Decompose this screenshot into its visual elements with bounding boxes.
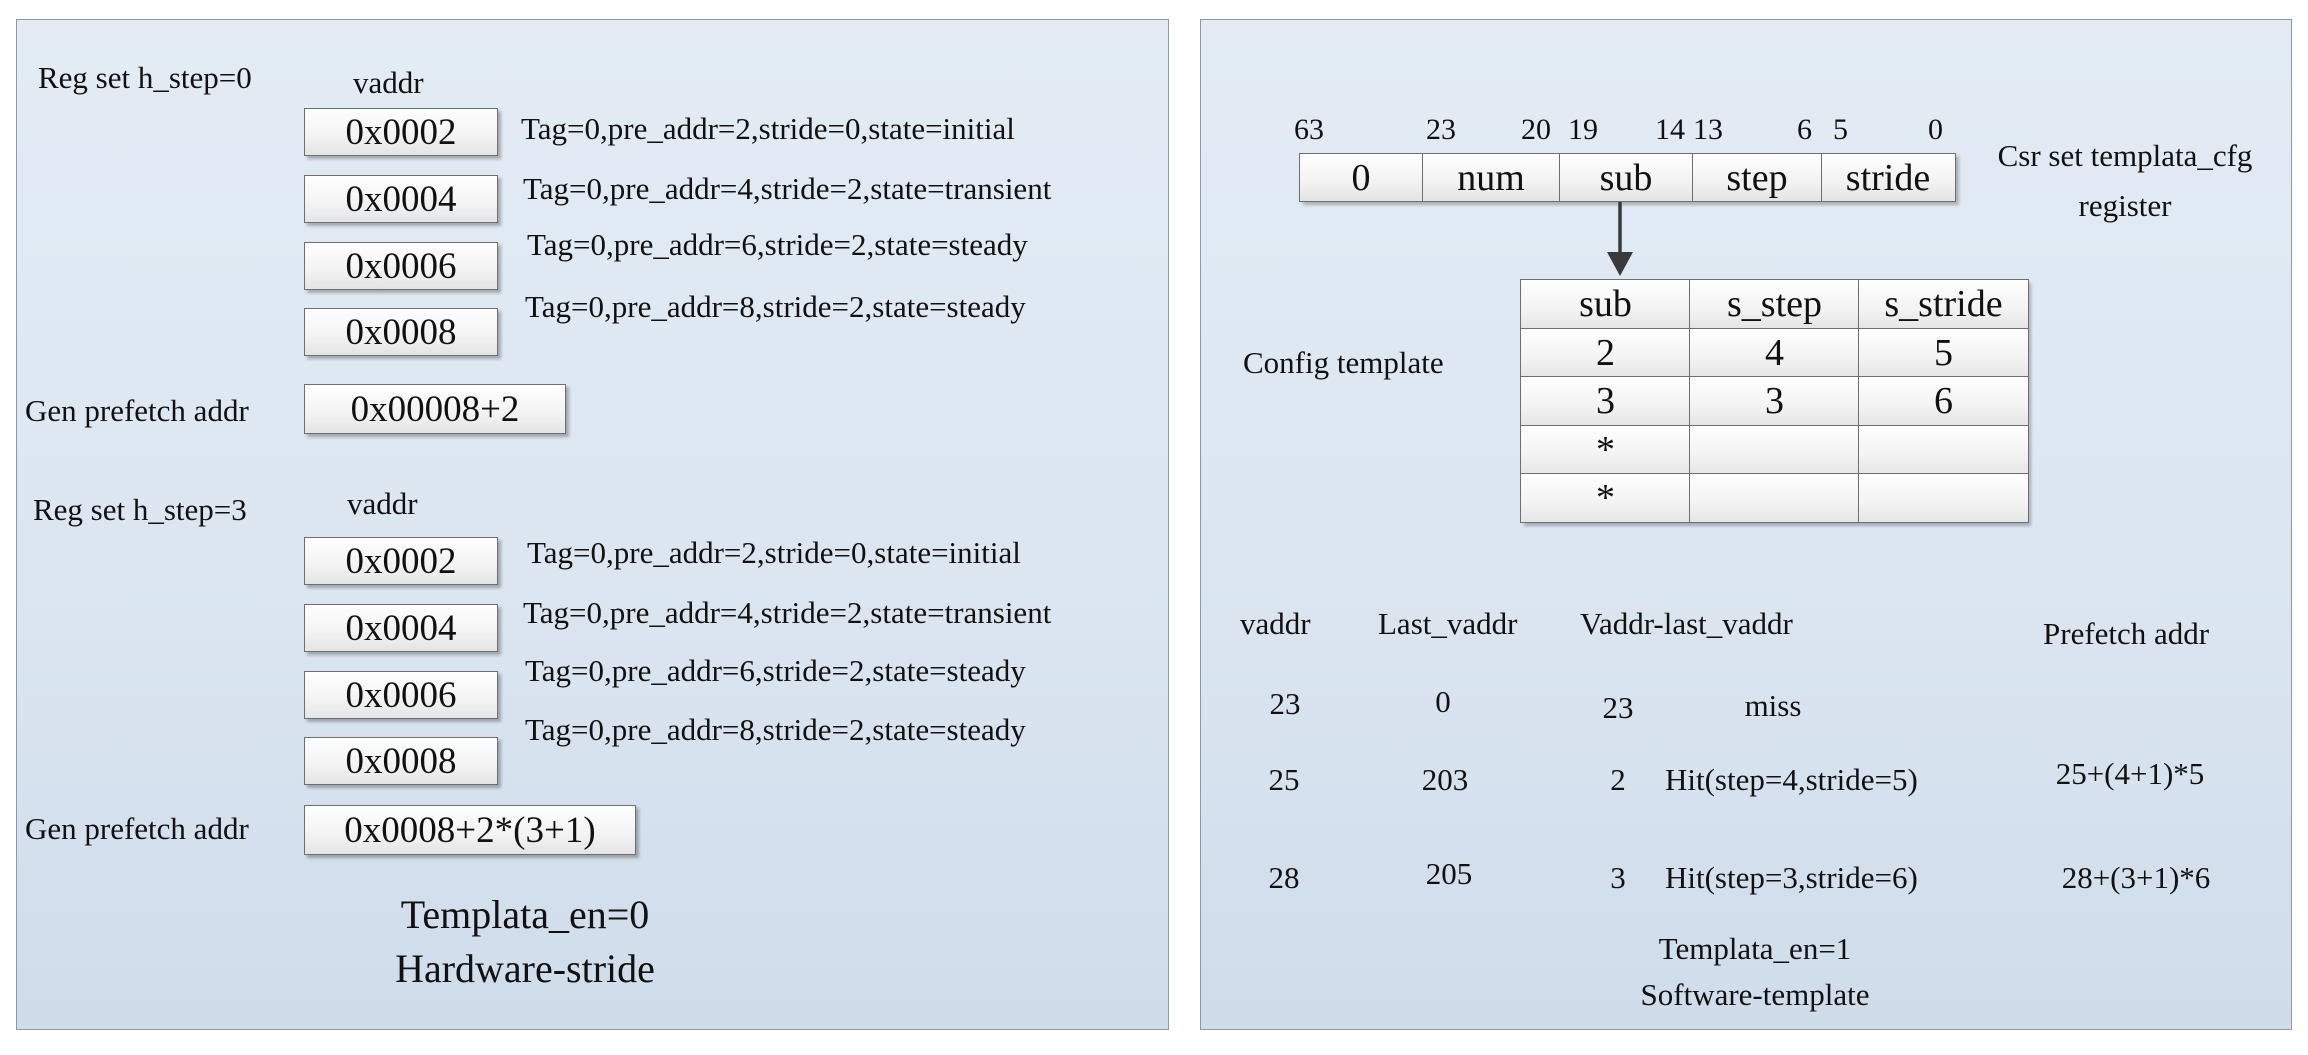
table-cell: 4 xyxy=(1689,327,1860,378)
table-cell: 5 xyxy=(1858,327,2029,378)
table-cell: 3 xyxy=(1689,376,1860,427)
config-template-table: sub s_step s_stride 2 4 5 3 3 6 * * xyxy=(1520,279,2029,524)
lookup-result: Hit(step=3,stride=6) xyxy=(1665,860,1918,895)
lookup-vaddr: 28 xyxy=(1268,860,1300,895)
hardware-stride-panel xyxy=(16,19,1169,1030)
lookup-prefetch: 25+(4+1)*5 xyxy=(2055,756,2205,791)
vaddr-box-1-1: 0x0002 xyxy=(304,108,498,156)
table-cell xyxy=(1858,473,2029,524)
register-label-line2: register xyxy=(2078,188,2172,223)
state-desc-2-1: Tag=0,pre_addr=2,stride=0,state=initial xyxy=(527,535,1021,570)
lookup-result: Hit(step=4,stride=5) xyxy=(1665,762,1918,797)
state-desc-2-2: Tag=0,pre_addr=4,stride=2,state=transien… xyxy=(523,595,1052,630)
register-field-num: num xyxy=(1422,153,1560,202)
lookup-header-diff: Vaddr-last_vaddr xyxy=(1580,606,1793,641)
bit-label-63: 63 xyxy=(1294,113,1324,146)
state-desc-1-2: Tag=0,pre_addr=4,stride=2,state=transien… xyxy=(523,171,1052,206)
table-cell: 3 xyxy=(1520,376,1691,427)
vaddr-box-2-1: 0x0002 xyxy=(304,537,498,585)
lookup-diff: 2 xyxy=(1610,762,1626,797)
table-cell: * xyxy=(1520,473,1691,524)
lookup-result: miss xyxy=(1744,688,1802,723)
state-desc-1-4: Tag=0,pre_addr=8,stride=2,state=steady xyxy=(525,289,1026,324)
table-header-s-step: s_step xyxy=(1689,279,1860,330)
reg-set-label-2: Reg set h_step=3 xyxy=(33,492,247,527)
hardware-caption-mode: Templata_en=0 xyxy=(400,892,650,937)
register-label-line1: Csr set templata_cfg xyxy=(1997,138,2253,173)
bit-label-19: 19 xyxy=(1568,113,1598,146)
vaddr-box-2-4: 0x0008 xyxy=(304,737,498,785)
bit-label-14: 14 xyxy=(1655,113,1685,146)
vaddr-label-2: vaddr xyxy=(347,486,418,521)
state-desc-1-3: Tag=0,pre_addr=6,stride=2,state=steady xyxy=(527,227,1028,262)
lookup-header-last-vaddr: Last_vaddr xyxy=(1378,606,1518,641)
lookup-header-prefetch: Prefetch addr xyxy=(2043,616,2210,651)
hardware-caption-name: Hardware-stride xyxy=(395,946,655,991)
state-desc-2-4: Tag=0,pre_addr=8,stride=2,state=steady xyxy=(525,712,1026,747)
gen-prefetch-box-2: 0x0008+2*(3+1) xyxy=(304,805,636,855)
config-template-label: Config template xyxy=(1243,345,1444,380)
lookup-diff: 23 xyxy=(1602,690,1634,725)
software-caption-mode: Templata_en=1 xyxy=(1658,931,1852,966)
gen-prefetch-label-1: Gen prefetch addr xyxy=(25,393,249,428)
bit-label-6: 6 xyxy=(1797,113,1812,146)
table-cell: 2 xyxy=(1520,327,1691,378)
table-cell xyxy=(1689,424,1860,475)
lookup-vaddr: 23 xyxy=(1269,686,1301,721)
state-desc-1-1: Tag=0,pre_addr=2,stride=0,state=initial xyxy=(521,111,1015,146)
table-cell: 6 xyxy=(1858,376,2029,427)
lookup-vaddr: 25 xyxy=(1268,762,1300,797)
register-field-reserved: 0 xyxy=(1298,153,1424,202)
vaddr-box-1-2: 0x0004 xyxy=(304,175,498,223)
vaddr-box-1-4: 0x0008 xyxy=(304,308,498,356)
lookup-last-vaddr: 205 xyxy=(1425,856,1473,891)
software-caption-name: Software-template xyxy=(1640,977,1870,1012)
bit-label-0: 0 xyxy=(1928,113,1943,146)
register-field-sub: sub xyxy=(1558,153,1694,202)
lookup-prefetch: 28+(3+1)*6 xyxy=(2061,860,2211,895)
bit-label-5: 5 xyxy=(1833,113,1848,146)
state-desc-2-3: Tag=0,pre_addr=6,stride=2,state=steady xyxy=(525,653,1026,688)
lookup-header-vaddr: vaddr xyxy=(1240,606,1311,641)
vaddr-box-1-3: 0x0006 xyxy=(304,242,498,290)
gen-prefetch-box-1: 0x00008+2 xyxy=(304,384,566,434)
templata-cfg-register: 0 num sub step stride xyxy=(1298,153,1956,202)
bit-label-13: 13 xyxy=(1693,113,1723,146)
bit-label-23: 23 xyxy=(1426,113,1456,146)
reg-set-label-1: Reg set h_step=0 xyxy=(38,60,252,95)
table-header-sub: sub xyxy=(1520,279,1691,330)
down-arrow-icon xyxy=(1607,202,1633,276)
lookup-last-vaddr: 0 xyxy=(1435,684,1451,719)
lookup-diff: 3 xyxy=(1610,860,1626,895)
vaddr-label-1: vaddr xyxy=(353,65,424,100)
vaddr-box-2-3: 0x0006 xyxy=(304,671,498,719)
register-field-stride: stride xyxy=(1820,153,1956,202)
table-cell xyxy=(1858,424,2029,475)
bit-label-20: 20 xyxy=(1521,113,1551,146)
table-header-s-stride: s_stride xyxy=(1858,279,2029,330)
table-cell xyxy=(1689,473,1860,524)
register-field-step: step xyxy=(1692,153,1822,202)
table-cell: * xyxy=(1520,424,1691,475)
vaddr-box-2-2: 0x0004 xyxy=(304,604,498,652)
gen-prefetch-label-2: Gen prefetch addr xyxy=(25,811,249,846)
lookup-last-vaddr: 203 xyxy=(1421,762,1469,797)
